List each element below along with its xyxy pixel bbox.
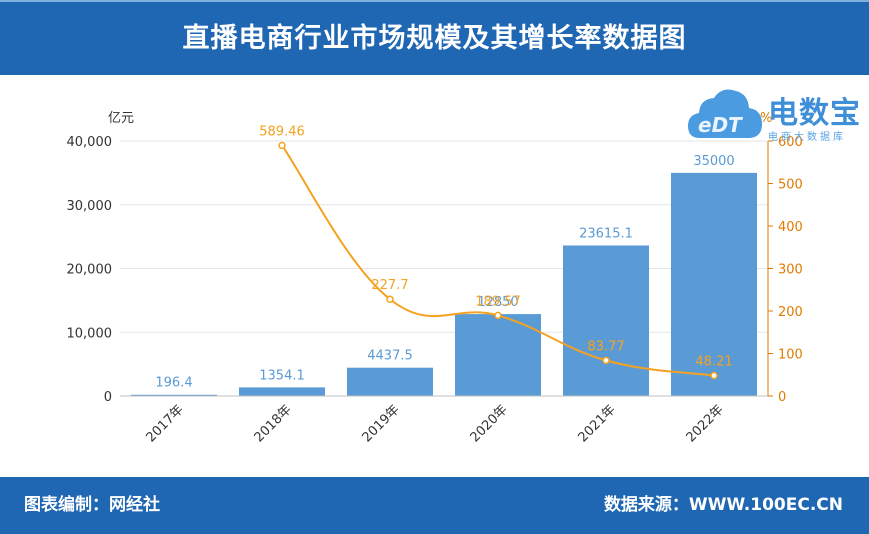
page-title: 直播电商行业市场规模及其增长率数据图 — [182, 23, 687, 54]
growth-rate-label: 48.21 — [695, 355, 732, 370]
bar-value-label: 35000 — [693, 154, 734, 169]
bar — [131, 394, 217, 397]
x-axis-tick-label: 2022年 — [684, 402, 727, 445]
right-axis-unit: % — [760, 111, 772, 126]
bar-value-label: 196.4 — [155, 376, 192, 391]
growth-rate-label: 189.57 — [475, 294, 521, 309]
bar-value-label: 23615.1 — [579, 226, 633, 241]
right-axis-tick-label: 0 — [778, 390, 786, 405]
chart: 196.4 1354.1 4437.5 12850 23615.1 35000 589.4… — [67, 111, 803, 445]
cloud-logo-icon: eDT — [688, 89, 762, 138]
header-band: 直播电商行业市场规模及其增长率数据图 — [0, 0, 869, 75]
x-axis-tick-label: 2020年 — [468, 402, 511, 445]
x-axis-tick-label: 2019年 — [360, 402, 403, 445]
left-axis-tick-label: 0 — [104, 390, 112, 405]
right-axis-tick-label: 500 — [778, 178, 803, 193]
footer-band: 图表编制：网经社 数据来源：WWW.100EC.CN — [0, 477, 869, 534]
growth-rate-label: 227.7 — [371, 278, 408, 293]
bar — [671, 172, 757, 396]
growth-rate-point — [386, 295, 394, 303]
footer-source: 数据来源：WWW.100EC.CN — [603, 495, 843, 515]
left-axis-tick-label: 40,000 — [67, 135, 113, 150]
growth-rate-point — [602, 356, 610, 365]
growth-rate-point — [278, 141, 286, 150]
x-axis-tick-label: 2017年 — [144, 402, 187, 445]
right-axis-tick-label: 300 — [778, 263, 803, 278]
chart-grid — [120, 140, 768, 333]
bar-value-label: 12850 — [477, 295, 518, 310]
bar-value-label: 4437.5 — [367, 349, 413, 364]
left-axis-unit: 亿元 — [108, 111, 134, 126]
bar-series: 196.4 1354.1 4437.5 12850 23615.1 35000 — [131, 154, 757, 397]
x-axis-tick-label: 2021年 — [576, 402, 619, 445]
growth-rate-point — [494, 311, 502, 320]
footer-credit: 图表编制：网经社 — [24, 495, 160, 515]
growth-rate-line — [281, 144, 715, 377]
right-axis-tick-label: 100 — [778, 348, 803, 363]
left-axis-tick-label: 30,000 — [67, 199, 113, 214]
bar — [347, 367, 433, 396]
growth-rate-label: 83.77 — [587, 339, 624, 354]
right-axis-tick-label: 600 — [778, 135, 803, 150]
x-axis-tick-label: 2018年 — [252, 402, 295, 445]
logo-mark: eDT — [698, 113, 743, 137]
growth-rate-label: 589.46 — [259, 124, 305, 139]
bar — [239, 387, 325, 396]
line-series: 589.46 227.7 189.57 83.77 48.21 — [259, 124, 733, 380]
bar — [455, 314, 541, 396]
logo-subtitle: 电商大数据库 — [768, 132, 846, 143]
right-axis-tick-label: 200 — [778, 305, 803, 320]
bar — [563, 245, 649, 396]
left-axis-tick-label: 10,000 — [67, 326, 113, 341]
left-axis-tick-label: 20,000 — [67, 263, 113, 278]
bar-value-label: 1354.1 — [259, 368, 305, 383]
logo: eDT 电数宝 电商大数据库 — [686, 82, 861, 148]
growth-rate-point — [710, 371, 718, 380]
right-axis-tick-label: 400 — [778, 220, 803, 235]
logo-name: 电数宝 — [768, 96, 861, 131]
